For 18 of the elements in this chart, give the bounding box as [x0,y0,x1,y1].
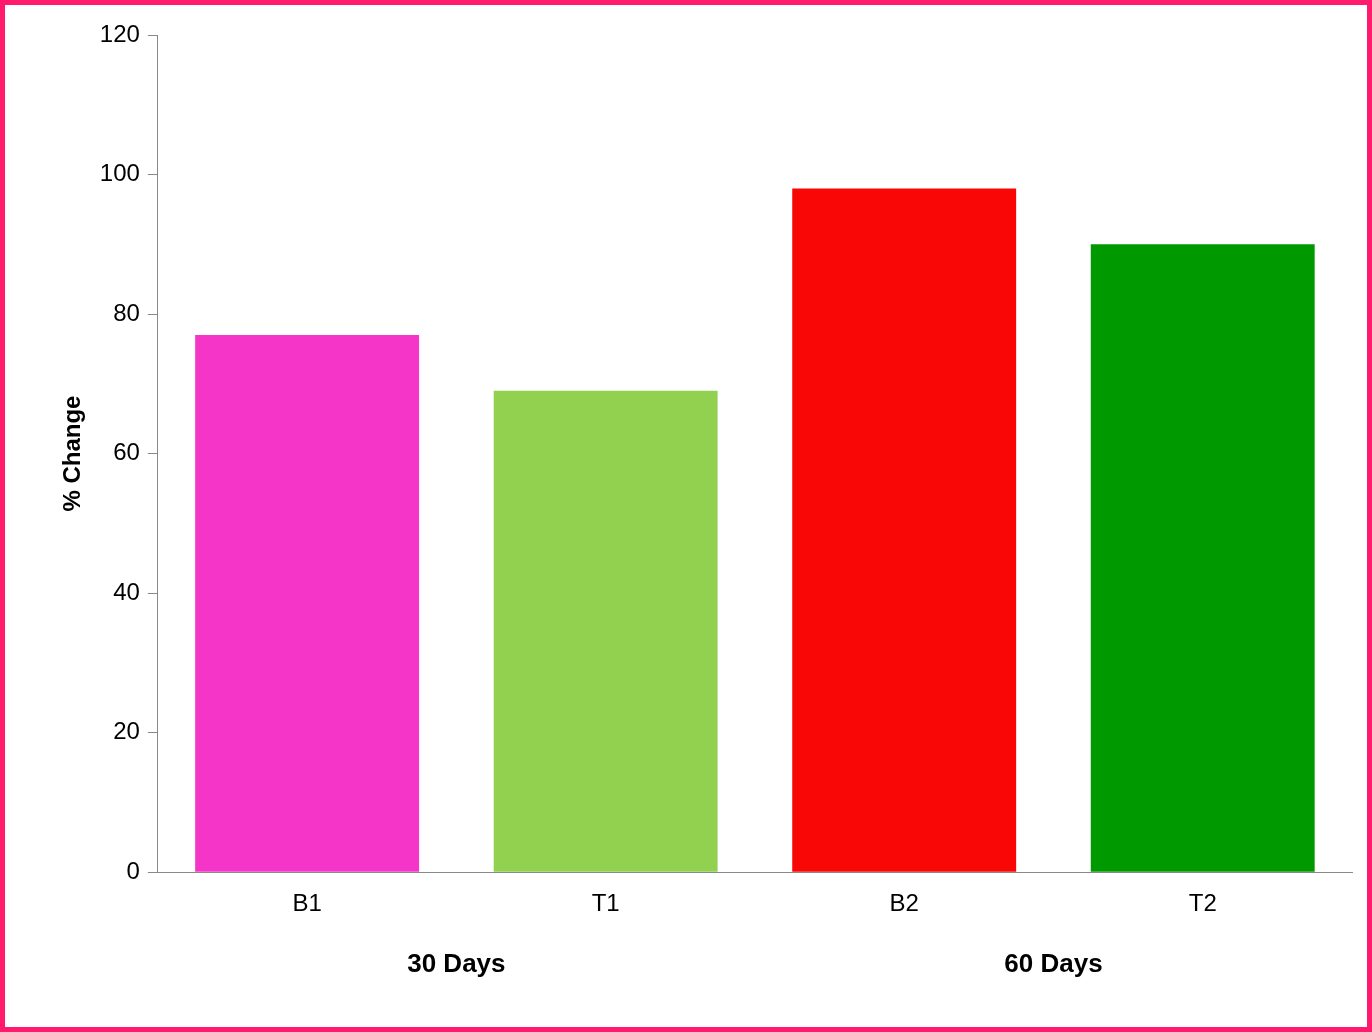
y-tick-label: 0 [126,856,140,884]
y-tick-label: 120 [99,19,140,47]
y-tick-label: 40 [113,577,140,605]
text: 30 Days [407,948,506,979]
y-tick-label: 80 [113,298,140,326]
bar [792,188,1017,872]
bar [195,335,420,872]
x-tick-label: B2 [889,889,919,917]
bar [1090,244,1315,872]
y-tick-label: 60 [113,438,140,466]
x-tick-label: T2 [1188,889,1217,917]
bar [493,390,718,872]
text: 60 Days [1004,948,1103,979]
y-tick-label: 20 [113,717,140,745]
x-tick-label: T1 [591,889,620,917]
y-tick-label: 100 [99,159,140,187]
x-tick-label: B1 [292,889,322,917]
y-axis-title: % Change [58,395,86,512]
